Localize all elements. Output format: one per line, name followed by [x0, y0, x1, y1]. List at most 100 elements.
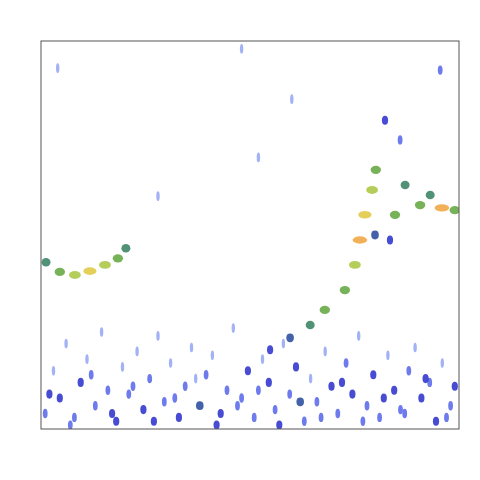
echo	[83, 267, 96, 275]
echo	[293, 362, 299, 371]
echo	[57, 393, 63, 402]
echo	[131, 382, 136, 391]
echo	[371, 231, 379, 240]
echo	[286, 333, 294, 342]
echo	[225, 386, 230, 395]
echo	[406, 366, 411, 375]
echo	[135, 347, 138, 357]
echo	[282, 339, 285, 349]
echo	[413, 343, 416, 353]
plot-frame	[41, 41, 459, 429]
echo	[204, 370, 209, 379]
echo	[72, 413, 77, 422]
echo	[381, 393, 387, 402]
echo	[344, 358, 349, 367]
echo	[438, 65, 443, 74]
echo	[140, 405, 146, 414]
echo	[418, 393, 424, 402]
echo	[296, 397, 304, 406]
echo	[319, 413, 324, 422]
echo	[290, 94, 293, 104]
echo	[162, 397, 167, 406]
echo	[386, 350, 389, 360]
echo	[43, 409, 48, 418]
echo	[433, 417, 439, 426]
echo	[99, 261, 111, 269]
echo	[390, 211, 400, 219]
echo	[391, 386, 397, 395]
echo	[113, 417, 119, 426]
echo	[113, 254, 123, 262]
echo	[387, 235, 393, 244]
echo	[358, 211, 371, 219]
echo	[423, 374, 429, 383]
echo	[211, 350, 214, 360]
echo	[89, 370, 94, 379]
echo	[64, 339, 67, 349]
echo	[353, 236, 368, 243]
echo-marks	[42, 44, 460, 429]
echo	[452, 382, 458, 391]
echo	[126, 389, 131, 398]
echo	[176, 413, 182, 422]
echo	[172, 393, 177, 402]
echo	[194, 374, 197, 384]
echo	[435, 204, 450, 211]
echo	[365, 401, 370, 410]
echo	[382, 116, 388, 125]
echo	[245, 366, 251, 375]
echo	[147, 374, 152, 383]
echo	[68, 420, 73, 429]
echo	[52, 366, 55, 376]
echo	[349, 261, 361, 269]
chart	[0, 0, 480, 480]
echo	[287, 389, 292, 398]
echo	[398, 405, 403, 414]
echo	[441, 358, 444, 368]
echo	[448, 401, 453, 410]
echo	[339, 378, 345, 387]
echo	[370, 370, 376, 379]
echo	[366, 186, 378, 194]
echo	[273, 405, 278, 414]
echo	[109, 409, 115, 418]
echo	[377, 413, 382, 422]
echo	[401, 181, 410, 190]
echo	[42, 258, 51, 267]
echo	[444, 413, 449, 422]
echo	[340, 286, 350, 294]
echo	[261, 354, 264, 364]
echo	[235, 401, 240, 410]
echo	[357, 331, 360, 341]
echo	[85, 354, 88, 364]
echo	[190, 343, 193, 353]
echo	[426, 191, 435, 200]
echo	[320, 306, 330, 314]
echo	[156, 331, 159, 341]
echo	[371, 166, 381, 174]
echo	[398, 135, 403, 144]
echo	[46, 390, 52, 399]
echo	[267, 345, 273, 354]
echo	[214, 421, 220, 429]
echo	[328, 382, 334, 391]
echo	[69, 271, 81, 279]
echo	[156, 191, 159, 201]
echo	[309, 374, 312, 384]
echo	[450, 206, 459, 214]
echo	[121, 362, 124, 372]
echo	[402, 409, 407, 418]
echo	[239, 393, 244, 402]
echo	[276, 421, 282, 429]
echo	[183, 382, 188, 391]
echo	[415, 201, 425, 209]
echo	[55, 268, 65, 276]
echo	[196, 401, 204, 410]
echo	[232, 323, 235, 333]
echo	[302, 417, 307, 426]
echo	[361, 417, 366, 426]
echo	[106, 386, 111, 395]
echo	[121, 244, 130, 253]
echo	[100, 327, 103, 337]
echo	[335, 409, 340, 418]
